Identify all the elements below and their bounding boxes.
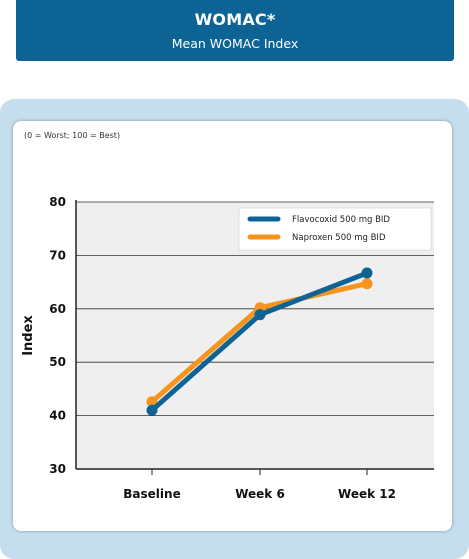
x-tick-label: Baseline <box>123 487 180 501</box>
data-point-flavocoxid <box>361 267 373 279</box>
y-tick-label: 40 <box>49 409 66 423</box>
legend <box>238 207 432 251</box>
x-tick-label: Week 12 <box>338 487 396 501</box>
header-title: WOMAC* <box>194 10 276 29</box>
y-tick-label: 80 <box>49 195 66 209</box>
y-tick-label: 50 <box>49 355 66 369</box>
scale-note: (0 = Worst; 100 = Best) <box>24 131 121 140</box>
data-point-naproxen <box>146 396 158 408</box>
legend-label-naproxen: Naproxen 500 mg BID <box>292 233 386 243</box>
y-tick-label: 60 <box>49 302 66 316</box>
y-tick-label: 70 <box>49 248 66 262</box>
chart-header: WOMAC* Mean WOMAC Index <box>16 0 454 61</box>
legend-label-flavocoxid: Flavocoxid 500 mg BID <box>292 215 390 225</box>
data-point-flavocoxid <box>254 309 266 321</box>
y-axis-title: Index <box>21 315 36 356</box>
x-tick-label: Week 6 <box>235 487 285 501</box>
data-point-naproxen <box>361 278 373 290</box>
header-subtitle: Mean WOMAC Index <box>171 36 299 51</box>
y-tick-label: 30 <box>49 462 66 476</box>
data-point-flavocoxid <box>146 404 158 416</box>
